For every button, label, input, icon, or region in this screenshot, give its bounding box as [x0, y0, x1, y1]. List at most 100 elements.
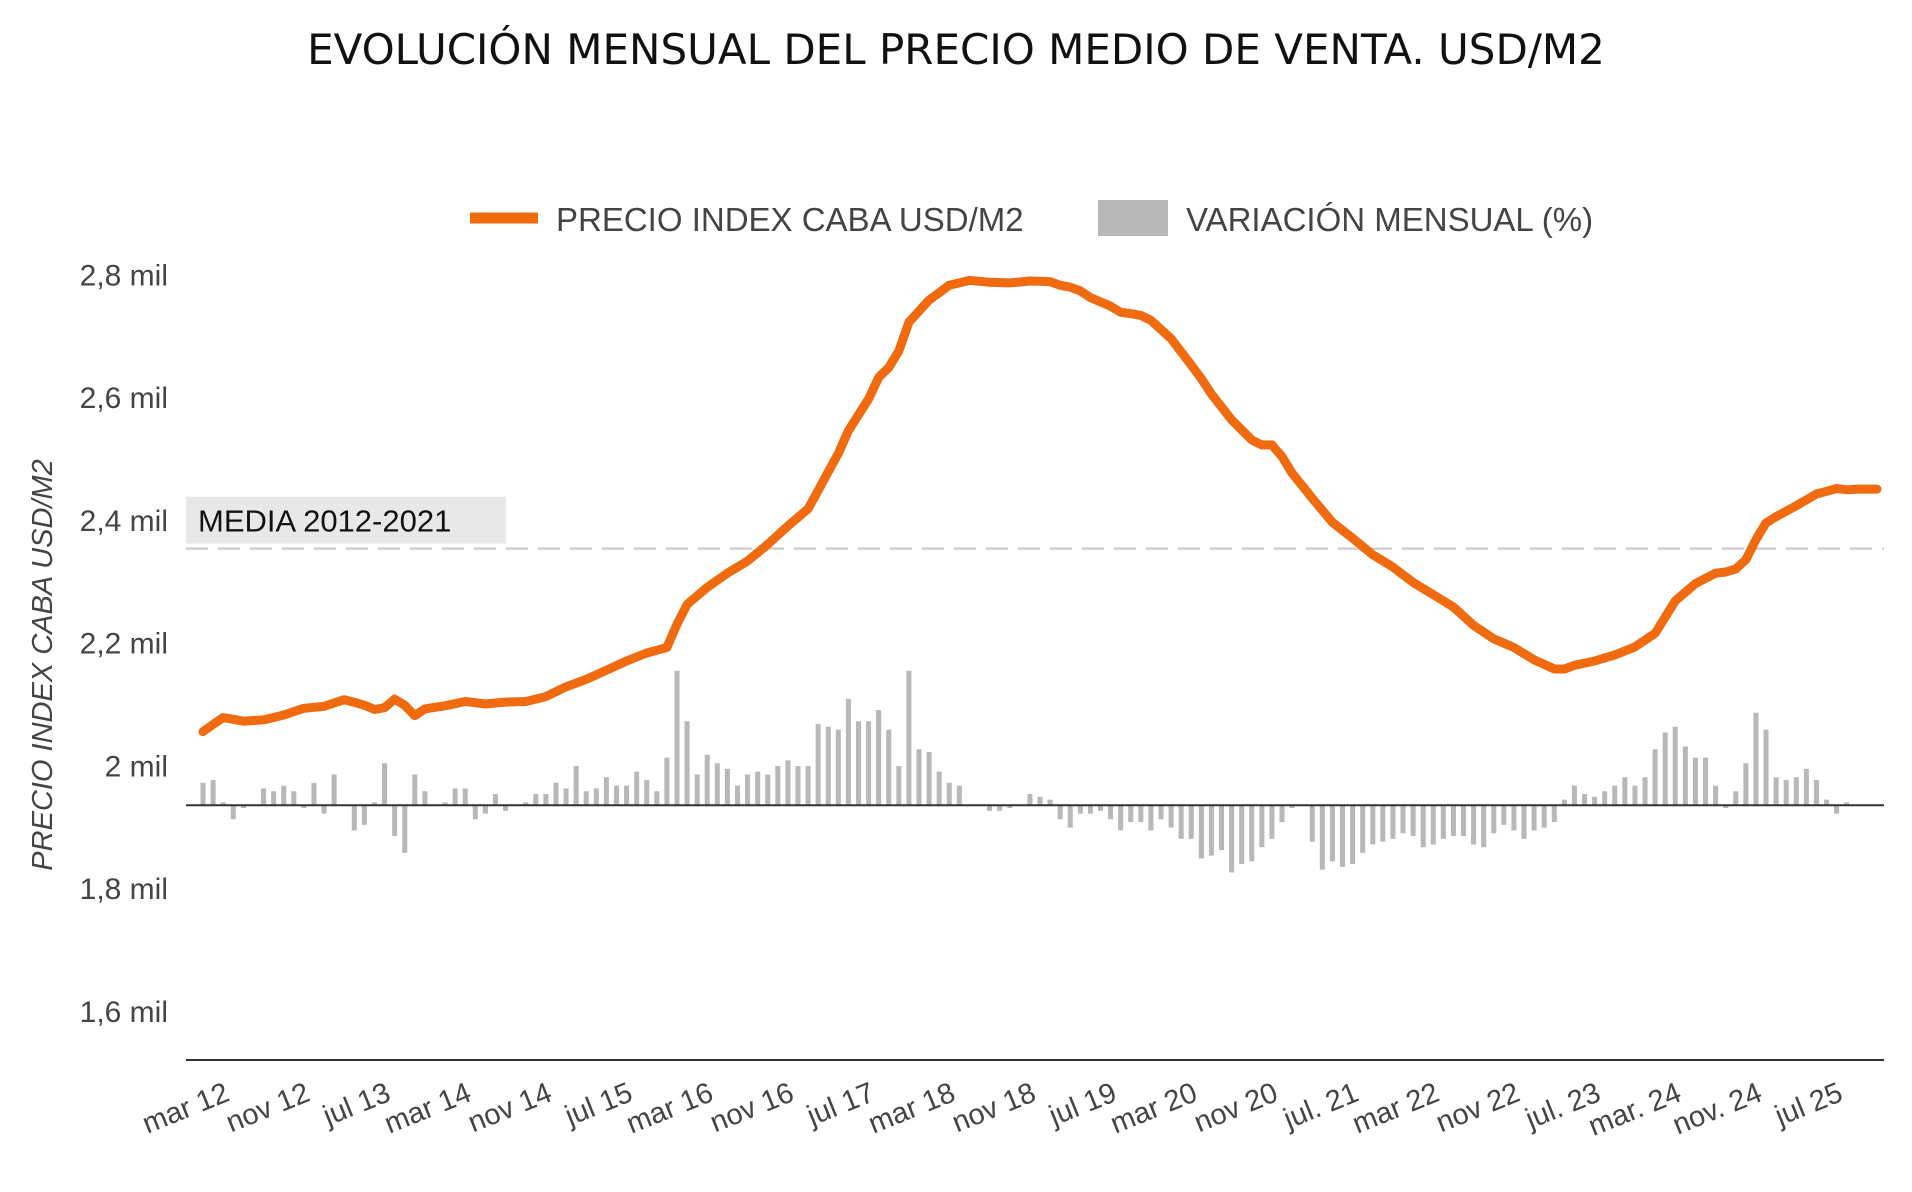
x-tick-label: nov 20 — [1190, 1077, 1283, 1139]
variation-bar — [1521, 805, 1527, 839]
variation-bar — [200, 782, 206, 806]
variation-bar — [1713, 785, 1719, 806]
variation-bar — [281, 785, 287, 806]
variation-bar — [1531, 805, 1537, 831]
variation-bar — [472, 805, 478, 820]
y-tick-label: 1,8 mil — [80, 873, 168, 906]
variation-bar — [1440, 805, 1446, 839]
variation-bar — [1642, 777, 1648, 806]
variation-bar — [220, 802, 226, 806]
variation-bar — [613, 785, 619, 806]
variation-bar — [775, 766, 781, 806]
variation-bar — [1481, 805, 1487, 848]
variation-bar — [1561, 799, 1567, 806]
y-tick-label: 1,6 mil — [80, 996, 168, 1029]
variation-bar — [1450, 805, 1456, 837]
variation-bar — [1057, 805, 1063, 820]
variation-bar — [1763, 729, 1769, 806]
x-tick-label: mar 22 — [1348, 1077, 1444, 1140]
variation-bar — [634, 771, 640, 806]
variation-bar — [926, 752, 932, 806]
variation-bar — [462, 788, 468, 806]
x-tick-label: nov 18 — [948, 1077, 1041, 1139]
variation-bar — [845, 698, 851, 806]
variation-bar — [1672, 726, 1678, 806]
variation-bar — [674, 670, 680, 806]
x-tick-label: nov 14 — [464, 1077, 557, 1139]
variation-bar — [765, 774, 771, 806]
variation-bar — [1400, 805, 1406, 834]
variation-bar — [1612, 785, 1618, 806]
variation-bar — [724, 768, 730, 806]
variation-bar — [1692, 757, 1698, 806]
x-tick-label: jul 25 — [1770, 1077, 1847, 1133]
variation-bar — [1370, 805, 1376, 845]
price-series-line — [198, 275, 1882, 737]
variation-bar — [1662, 732, 1668, 806]
variation-bar — [442, 802, 448, 806]
variation-bar — [1511, 805, 1517, 831]
variation-bar — [1007, 805, 1013, 809]
variation-bar — [573, 766, 579, 806]
variation-bar — [1813, 780, 1819, 806]
variation-bar — [1229, 805, 1235, 873]
variation-bar — [1077, 805, 1083, 814]
variation-bar — [1027, 794, 1033, 806]
variation-bar — [563, 788, 569, 806]
variation-bar — [301, 805, 307, 809]
variation-bar — [734, 785, 741, 806]
x-tick-label: jul 13 — [318, 1077, 395, 1133]
variation-bar — [946, 782, 952, 806]
variation-bar — [805, 766, 811, 806]
variation-bar — [644, 780, 650, 806]
variation-bar — [583, 791, 589, 806]
x-tick-label: jul 17 — [802, 1077, 879, 1133]
x-tick-label: mar 12 — [138, 1077, 234, 1140]
variation-bar — [311, 782, 317, 806]
variation-bar — [1571, 785, 1577, 806]
variation-bar — [1743, 763, 1749, 806]
variation-bar — [1390, 805, 1396, 839]
variation-bar — [392, 805, 398, 837]
variation-bar — [1118, 805, 1124, 831]
legend-label-variation: VARIACIÓN MENSUAL (%) — [1186, 201, 1593, 238]
variation-bar — [916, 749, 922, 806]
variation-bar — [1582, 794, 1588, 806]
variation-bar — [755, 771, 761, 806]
variation-bar — [1269, 805, 1275, 839]
variation-bar — [1652, 749, 1658, 806]
y-tick-label: 2 mil — [105, 750, 168, 783]
y-axis-ticks: 2,8 mil 2,6 mil 2,4 mil 2,2 mil 2 mil 1,8 mil… — [80, 259, 168, 1029]
variation-bar — [1047, 799, 1053, 806]
variation-bar — [704, 754, 710, 806]
legend-bar-swatch — [1098, 200, 1168, 236]
legend: PRECIO INDEX CABA USD/M2 VARIACIÓN MENSU… — [470, 200, 1593, 238]
variation-bar — [997, 805, 1003, 811]
variation-bar — [1703, 757, 1709, 806]
variation-bar — [1350, 805, 1356, 865]
x-tick-label: mar 16 — [622, 1077, 718, 1140]
y-tick-label: 2,8 mil — [80, 259, 168, 292]
x-tick-label: jul 19 — [1044, 1077, 1121, 1133]
variation-bar — [1844, 802, 1850, 806]
variation-bar — [1551, 805, 1557, 823]
variation-bar — [503, 805, 509, 811]
variation-bar — [402, 805, 408, 853]
variation-bar — [240, 805, 246, 809]
variation-bar — [230, 805, 236, 820]
variation-bar — [1491, 805, 1497, 834]
variation-bar — [1279, 805, 1285, 823]
variation-bars — [200, 670, 1850, 873]
variation-bar — [1198, 805, 1204, 859]
variation-bar — [825, 726, 831, 806]
x-tick-label: nov 16 — [706, 1077, 799, 1139]
media-reference: MEDIA 2012-2021 — [186, 496, 1884, 550]
variation-bar — [1803, 768, 1809, 806]
variation-bar — [1471, 805, 1477, 845]
variation-bar — [331, 774, 337, 806]
variation-bar — [1360, 805, 1366, 853]
variation-bar — [261, 788, 267, 806]
media-reference-box — [186, 496, 506, 544]
x-tick-label: jul 15 — [560, 1077, 637, 1133]
